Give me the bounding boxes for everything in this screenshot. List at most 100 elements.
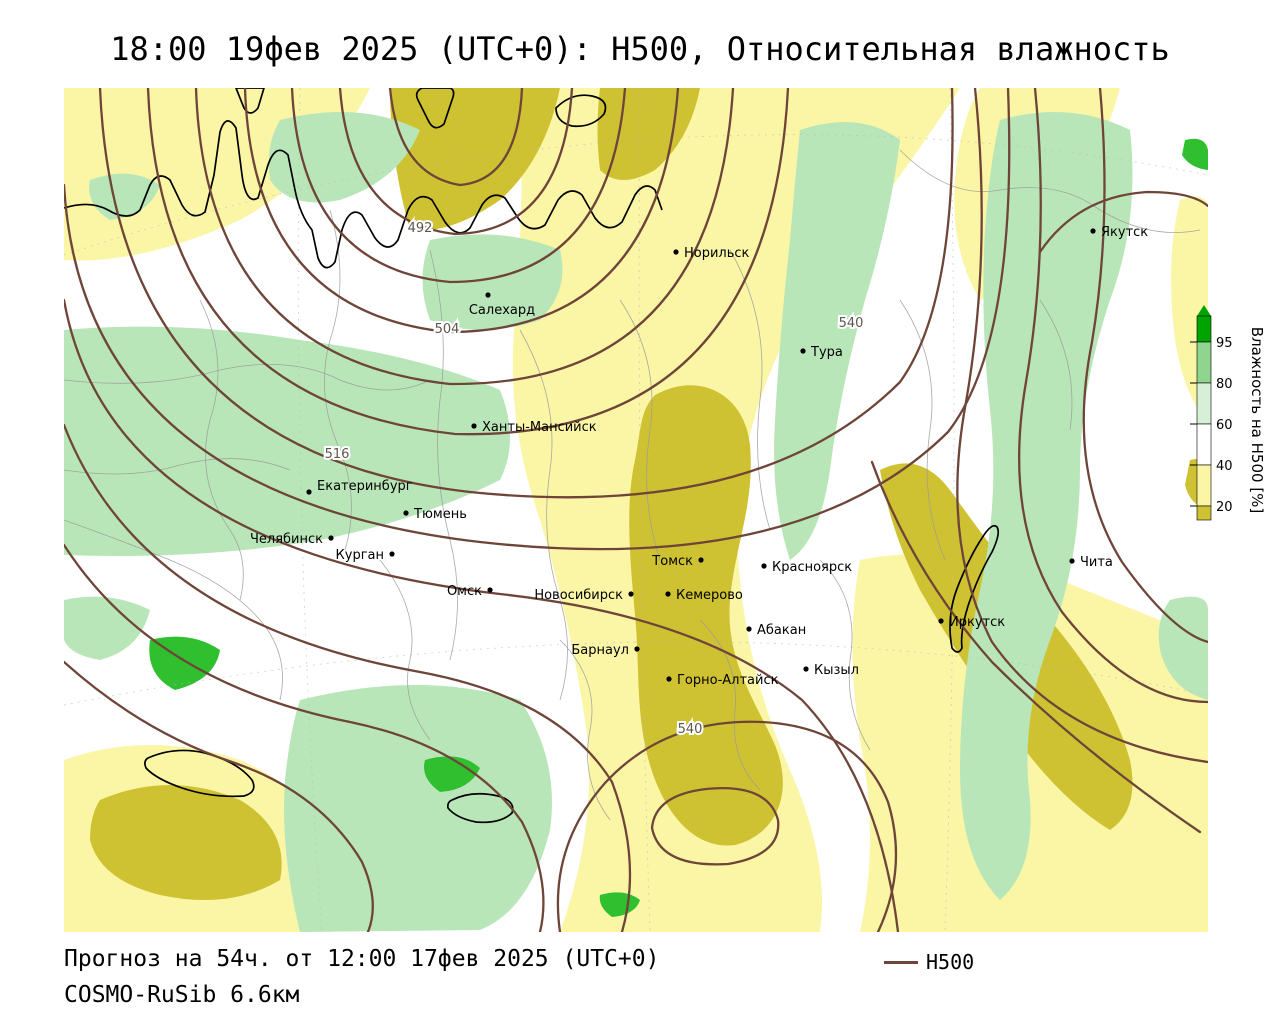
city-marker: Чита xyxy=(1069,555,1113,570)
map-title: 18:00 19фев 2025 (UTC+0): H500, Относите… xyxy=(110,30,1170,68)
graticule-line xyxy=(64,641,1208,706)
graticule-line xyxy=(638,88,651,932)
forecast-info: Прогноз на 54ч. от 12:00 17фев 2025 (UTC… xyxy=(64,946,660,972)
h500-contour xyxy=(64,660,374,932)
city-label: Якутск xyxy=(1101,225,1148,240)
island-outline xyxy=(555,94,607,128)
admin-boundary xyxy=(619,299,661,561)
city-label: Екатеринбург xyxy=(317,479,413,494)
admin-boundaries-layer xyxy=(64,149,1201,821)
city-marker: Омск xyxy=(447,584,493,599)
admin-boundary xyxy=(323,209,352,551)
humidity-blob xyxy=(89,173,160,220)
humidity-blob xyxy=(424,756,480,792)
city-label: Иркутск xyxy=(949,615,1005,630)
colorbar-segment xyxy=(1196,423,1212,466)
city-label: Кемерово xyxy=(676,588,743,603)
admin-boundary xyxy=(1039,299,1073,431)
graticule-line xyxy=(64,134,1208,256)
humidity-blob xyxy=(1158,596,1208,700)
colorbar-segment xyxy=(1196,382,1212,425)
city-label: Салехард xyxy=(469,303,535,318)
city-label: Чита xyxy=(1080,555,1113,570)
humidity-blob xyxy=(960,112,1133,900)
city-dot xyxy=(665,591,671,597)
admin-boundary xyxy=(899,299,946,561)
city-marker: Красноярск xyxy=(761,560,852,575)
admin-boundary xyxy=(699,619,761,791)
h500-contour xyxy=(64,423,632,932)
admin-boundary xyxy=(429,249,458,661)
h500-contour xyxy=(1038,190,1208,254)
h500-contour xyxy=(1082,88,1208,644)
city-marker: Абакан xyxy=(746,623,806,638)
city-label: Новосибирск xyxy=(534,588,623,603)
h500-contour xyxy=(290,88,627,284)
city-dot xyxy=(698,557,704,563)
city-marker: Иркутск xyxy=(938,615,1005,630)
city-marker: Горно-Алтайск xyxy=(666,673,779,688)
h500-contour xyxy=(338,88,574,236)
h500-contour xyxy=(64,88,1011,551)
contour-labels-layer: 492 504 516 540 540 xyxy=(323,219,866,739)
h500-contours-layer xyxy=(64,88,1208,932)
humidity-blob xyxy=(64,596,150,660)
city-marker: Кемерово xyxy=(665,588,743,603)
coastline-layer xyxy=(64,88,1000,824)
city-label: Красноярск xyxy=(772,560,852,575)
admin-boundary xyxy=(729,249,771,531)
island-outline xyxy=(415,88,455,129)
colorbar-tick-label: 95 xyxy=(1216,336,1233,351)
h500-legend-line-sample xyxy=(884,960,918,964)
city-marker: Ханты-Мансийск xyxy=(471,420,597,435)
h500-contour xyxy=(956,88,1208,764)
city-label: Тура xyxy=(810,345,843,360)
city-dot xyxy=(306,489,312,495)
colorbar-tick-label: 40 xyxy=(1216,459,1233,474)
city-dot xyxy=(328,535,334,541)
h500-contour xyxy=(64,298,900,932)
city-marker: Тура xyxy=(800,345,843,360)
city-marker: Тюмень xyxy=(403,507,467,522)
city-label: Томск xyxy=(651,554,693,569)
colorbar-segment xyxy=(1196,341,1212,384)
city-marker: Кызыл xyxy=(803,663,859,678)
h500-contour xyxy=(64,543,545,932)
contour-value-label: 540 xyxy=(839,316,864,331)
city-dot xyxy=(471,423,477,429)
cities-layer: Норильск Салехард Тура Якутск Ханты-Мансийск… xyxy=(250,225,1148,688)
city-dot xyxy=(634,646,640,652)
city-dot xyxy=(746,626,752,632)
island-outline xyxy=(235,88,265,114)
arctic-coastline xyxy=(64,120,663,269)
graticule-layer xyxy=(64,88,1208,932)
city-dot xyxy=(803,666,809,672)
admin-boundary xyxy=(199,299,244,601)
city-marker: Челябинск xyxy=(250,532,334,547)
admin-boundary xyxy=(64,458,291,475)
city-label: Норильск xyxy=(684,246,750,261)
humidity-blob xyxy=(90,785,282,900)
graticule-line xyxy=(297,88,323,932)
h500-contour xyxy=(194,88,735,386)
city-dot xyxy=(403,510,409,516)
h500-contour xyxy=(1018,88,1208,704)
humidity-blob xyxy=(599,892,640,917)
h500-legend: H500 xyxy=(884,950,974,974)
colorbar-tick-label: 20 xyxy=(1216,500,1233,515)
city-marker: Томск xyxy=(651,554,704,569)
city-label: Горно-Алтайск xyxy=(677,673,779,688)
colorbar-segment xyxy=(1196,464,1212,507)
city-label: Тюмень xyxy=(413,507,467,522)
contour-value-label: 492 xyxy=(408,221,433,236)
humidity-colorbar: Влажность на H500 [%] 95 80 60 40 20 xyxy=(1190,305,1266,521)
humidity-blob xyxy=(268,112,420,203)
city-marker: Салехард xyxy=(469,292,535,318)
h500-contour xyxy=(388,88,524,187)
city-dot xyxy=(487,587,493,593)
contour-value-label: 504 xyxy=(435,322,460,337)
contour-value-label: 516 xyxy=(325,447,350,462)
admin-boundary xyxy=(819,559,871,751)
